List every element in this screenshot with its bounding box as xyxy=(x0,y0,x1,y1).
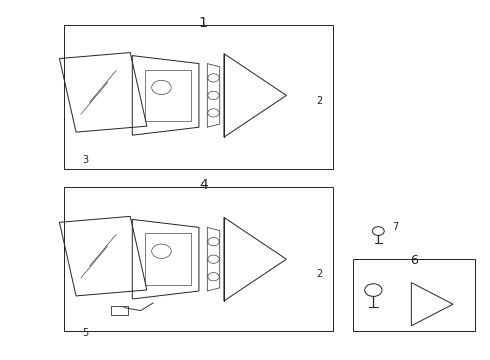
Bar xyxy=(64,187,333,331)
Text: 2: 2 xyxy=(316,96,322,106)
Text: 1: 1 xyxy=(199,16,208,30)
Text: 3: 3 xyxy=(83,155,89,165)
Bar xyxy=(64,25,333,169)
Text: 4: 4 xyxy=(199,178,208,192)
Text: 2: 2 xyxy=(316,269,322,279)
Text: 6: 6 xyxy=(410,254,418,267)
Text: 5: 5 xyxy=(83,328,89,338)
Text: 7: 7 xyxy=(392,222,398,232)
Bar xyxy=(353,259,475,331)
